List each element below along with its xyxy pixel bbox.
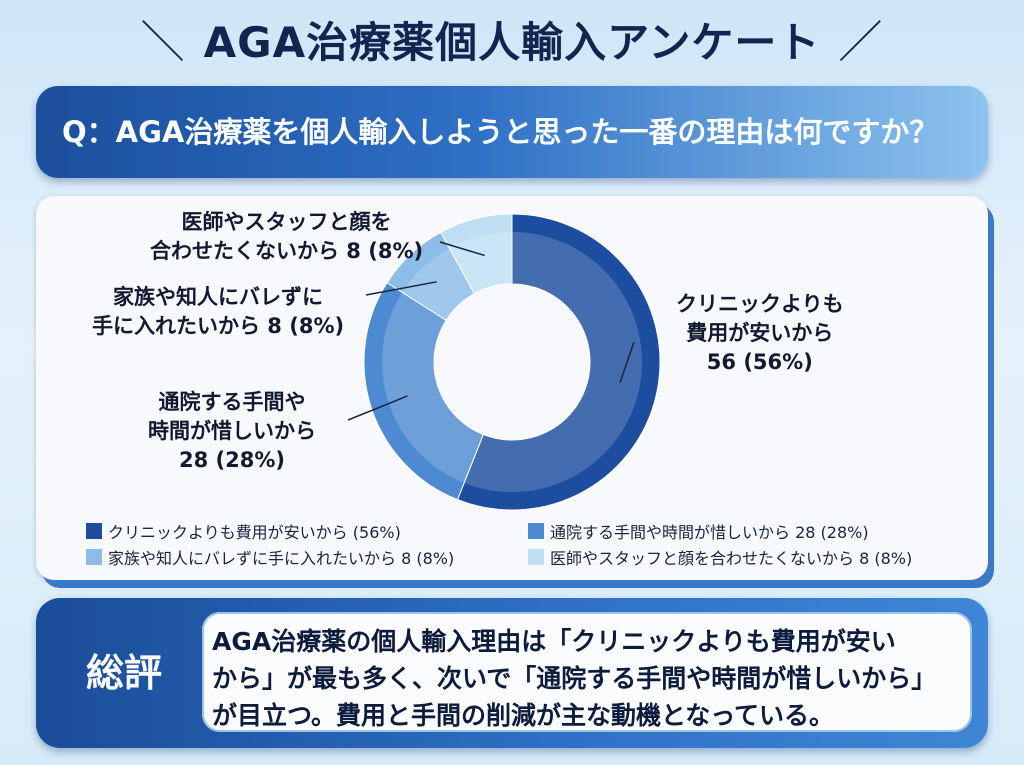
label-s3-line2: 手に入れたいから 8 (8%) [92, 314, 345, 338]
chart-legend: クリニックよりも費用が安いから (56%) 通院する手間や時間が惜しいから 28… [46, 515, 976, 571]
summary-line-2: から」が最も多く、次いで「通院する手間や時間が惜しいから」 [212, 664, 937, 693]
legend-swatch-3 [86, 549, 102, 565]
legend-swatch-4 [528, 549, 544, 565]
legend-label-1: クリニックよりも費用が安いから (56%) [108, 523, 401, 542]
legend-label-2: 通院する手間や時間が惜しいから 28 (28%) [550, 523, 869, 542]
title-text: AGA治療薬個人輸入アンケート [203, 18, 821, 67]
label-s4-line2: 合わせたくないから 8 (8%) [150, 239, 424, 263]
leader-line-4 [439, 241, 485, 257]
legend-swatch-1 [86, 523, 102, 539]
label-s2-line1: 通院する手間や [158, 390, 306, 414]
donut-slice-2 [363, 282, 484, 501]
question-banner: Q：AGA治療薬を個人輸入しようと思った一番の理由は何ですか？ [36, 86, 988, 178]
title-slash-right: ／ [838, 17, 884, 68]
label-s3: 家族や知人にバレずに 手に入れたいから 8 (8%) [92, 283, 344, 341]
legend-label-4: 医師やスタッフと顔を合わせたくないから 8 (8%) [550, 549, 913, 568]
legend-item-3: 家族や知人にバレずに手に入れたいから 8 (8%) [86, 545, 454, 569]
label-s3-line1: 家族や知人にバレずに [113, 285, 324, 309]
leader-line-1 [619, 341, 635, 383]
page-title: ＼ AGA治療薬個人輸入アンケート ／ [0, 8, 1024, 78]
label-s1-line2: 費用が安いから [686, 321, 834, 345]
summary-line-1: AGA治療薬の個人輸入理由は「クリニックよりも費用が安い [212, 627, 896, 656]
label-s1: クリニックよりも 費用が安いから 56 (56%) [676, 290, 844, 377]
summary-line-3: が目立つ。費用と手間の削減が主な動機となっている。 [212, 701, 835, 730]
legend-item-4: 医師やスタッフと顔を合わせたくないから 8 (8%) [528, 545, 912, 569]
legend-label-3: 家族や知人にバレずに手に入れたいから 8 (8%) [108, 549, 455, 568]
summary-heading: 総評 [85, 651, 162, 695]
donut-inner-ring [382, 232, 642, 492]
question-text: Q：AGA治療薬を個人輸入しようと思った一番の理由は何ですか？ [62, 115, 939, 149]
label-s1-line1: クリニックよりも [676, 292, 844, 316]
label-s2-line3: 28 (28%) [179, 448, 285, 472]
donut-slice-1 [456, 213, 661, 511]
donut-slice-4 [440, 213, 513, 295]
label-s4: 医師やスタッフと顔を 合わせたくないから 8 (8%) [150, 208, 423, 266]
summary-body: AGA治療薬の個人輸入理由は「クリニックよりも費用が安い から」が最も多く、次い… [202, 612, 972, 732]
label-s4-line1: 医師やスタッフと顔を [181, 210, 392, 234]
legend-swatch-2 [528, 523, 544, 539]
summary-panel: 総評 AGA治療薬の個人輸入理由は「クリニックよりも費用が安い から」が最も多く… [36, 598, 988, 748]
legend-item-1: クリニックよりも費用が安いから (56%) [86, 519, 401, 543]
label-s2: 通院する手間や 時間が惜しいから 28 (28%) [148, 388, 316, 475]
legend-item-2: 通院する手間や時間が惜しいから 28 (28%) [528, 519, 869, 543]
leader-line-2 [347, 395, 408, 421]
title-slash-left: ＼ [140, 17, 186, 68]
leader-line-3 [365, 281, 437, 296]
label-s1-line3: 56 (56%) [706, 350, 813, 374]
label-s2-line2: 時間が惜しいから [148, 419, 316, 443]
chart-card [36, 196, 988, 580]
donut-chart [347, 213, 661, 511]
